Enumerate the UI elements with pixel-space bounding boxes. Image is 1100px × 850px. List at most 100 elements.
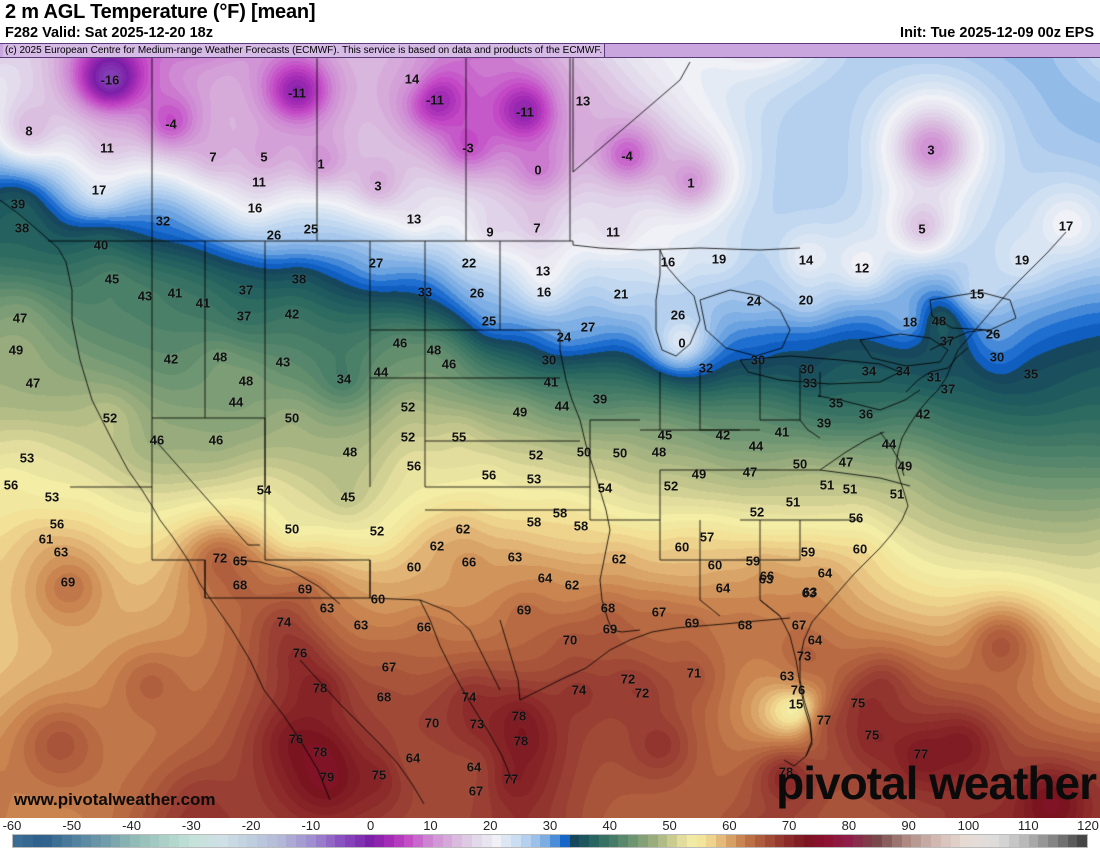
colorbar-swatch [345, 835, 355, 847]
colorbar-swatch [950, 835, 961, 847]
colorbar-tick-label: 90 [901, 818, 916, 833]
colorbar-swatch [139, 835, 150, 847]
colorbar-swatch [882, 835, 892, 847]
colorbar-swatch [755, 835, 765, 847]
colorbar-swatch [569, 835, 580, 847]
colorbar-swatch [335, 835, 346, 847]
colorbar-swatch [188, 835, 199, 847]
colorbar-swatch [794, 835, 805, 847]
colorbar-swatch [413, 835, 424, 847]
colorbar-swatch [276, 835, 287, 847]
colorbar-swatch [638, 835, 648, 847]
colorbar-swatch [462, 835, 472, 847]
colorbar-ticks: -60 -50 -40 -30 -20 -10 0 10 20 30 40 50 60 70 80 90 100… [0, 818, 1100, 834]
colorbar-swatch [42, 835, 53, 847]
colorbar-swatch [852, 835, 863, 847]
colorbar-swatch [784, 835, 795, 847]
colorbar-tick-label: 20 [482, 818, 498, 833]
colorbar-swatch [208, 835, 219, 847]
colorbar-swatch [81, 835, 92, 847]
colorbar-tick-label: 10 [423, 818, 438, 833]
colorbar-swatch [706, 835, 717, 847]
colorbar-swatch [716, 835, 726, 847]
colorbar-swatch [833, 835, 844, 847]
colorbar-swatch [930, 835, 941, 847]
colorbar-swatch [159, 835, 170, 847]
colorbar-swatch [315, 835, 326, 847]
colorbar-tick-label: -40 [122, 818, 141, 833]
colorbar-swatch [257, 835, 267, 847]
colorbar-swatch [354, 835, 365, 847]
colorbar-swatch [647, 835, 658, 847]
colorbar-tick-label: -20 [241, 818, 261, 833]
colorbar-swatch [813, 835, 824, 847]
site-url-label: www.pivotalweather.com [14, 790, 216, 809]
colorbar-tick-label: 100 [957, 818, 980, 833]
colorbar-swatch [608, 835, 619, 847]
colorbar: -60 -50 -40 -30 -20 -10 0 10 20 30 40 50 60 70 80 90 100… [0, 818, 1100, 850]
colorbar-swatch [198, 835, 209, 847]
colorbar-swatch [1057, 835, 1068, 847]
colorbar-swatch [13, 835, 23, 847]
colorbar-swatch [52, 835, 62, 847]
colorbar-swatch [452, 835, 463, 847]
colorbar-swatch [481, 835, 492, 847]
colorbar-swatch [696, 835, 707, 847]
map-header: 2 m AGL Temperature (°F) [mean] F282 Val… [0, 0, 1100, 43]
colorbar-swatch [901, 835, 912, 847]
temperature-map[interactable]: -16 8 11 17 39 38 32 40 45 43 47 49 47 52 53 56 53 56 61 63… [0, 43, 1100, 818]
colorbar-swatch [100, 835, 111, 847]
colorbar-swatch [540, 835, 551, 847]
colorbar-swatch [61, 835, 72, 847]
colorbar-swatch [667, 835, 678, 847]
colorbar-swatch [745, 835, 756, 847]
colorbar-swatch [764, 835, 775, 847]
colorbar-swatch [120, 835, 131, 847]
colorbar-swatch [657, 835, 668, 847]
colorbar-swatch [960, 835, 971, 847]
colorbar-tick-label: 40 [602, 818, 617, 833]
colorbar-swatch [725, 835, 736, 847]
colorbar-swatch [110, 835, 121, 847]
colorbar-tick-label: 0 [367, 818, 375, 833]
page-title: 2 m AGL Temperature (°F) [mean] [5, 1, 316, 23]
colorbar-tick-label: -50 [62, 818, 82, 833]
colorbar-strip [12, 834, 1088, 848]
temperature-field-canvas [0, 43, 1100, 818]
colorbar-swatch [296, 835, 306, 847]
colorbar-tick-label: -10 [301, 818, 321, 833]
colorbar-swatch [305, 835, 316, 847]
colorbar-swatch [266, 835, 277, 847]
colorbar-tick-label: 30 [542, 818, 558, 833]
colorbar-swatch [735, 835, 746, 847]
colorbar-swatch [999, 835, 1010, 847]
colorbar-swatch [227, 835, 238, 847]
colorbar-swatch [989, 835, 1000, 847]
colorbar-tick-label: 70 [781, 818, 797, 833]
colorbar-swatch [442, 835, 453, 847]
init-time-label: Init: Tue 2025-12-09 00z EPS [900, 25, 1094, 41]
colorbar-swatch [384, 835, 394, 847]
colorbar-swatch [1067, 835, 1078, 847]
valid-time-label: F282 Valid: Sat 2025-12-20 18z [5, 25, 213, 41]
colorbar-swatch [130, 835, 140, 847]
colorbar-swatch [374, 835, 385, 847]
colorbar-swatch [970, 835, 980, 847]
colorbar-swatch [774, 835, 785, 847]
colorbar-swatch [550, 835, 560, 847]
colorbar-swatch [940, 835, 951, 847]
colorbar-tick-label: -30 [181, 818, 201, 833]
colorbar-swatch [677, 835, 687, 847]
colorbar-swatch [921, 835, 931, 847]
colorbar-swatch [364, 835, 375, 847]
colorbar-swatch [179, 835, 189, 847]
colorbar-tick-label: 110 [1017, 818, 1039, 833]
colorbar-swatch [286, 835, 297, 847]
colorbar-swatch [589, 835, 599, 847]
colorbar-swatch [1028, 835, 1039, 847]
colorbar-swatch [325, 835, 336, 847]
colorbar-swatch [393, 835, 404, 847]
colorbar-swatch [1038, 835, 1049, 847]
colorbar-swatch [169, 835, 180, 847]
colorbar-swatch [618, 835, 629, 847]
